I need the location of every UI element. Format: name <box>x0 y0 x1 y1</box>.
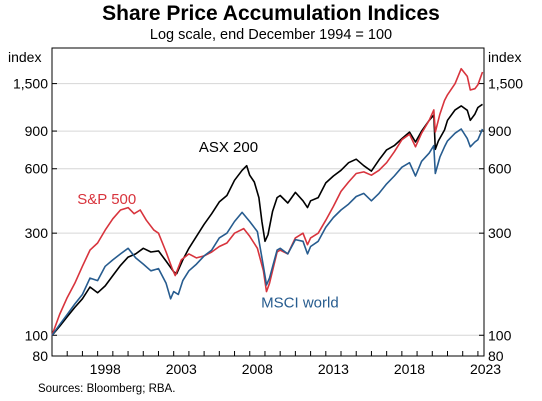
y-tick-label-right: 600 <box>488 161 512 177</box>
y-tick-label-right: 100 <box>488 327 512 343</box>
y-tick-label-left: 900 <box>25 123 49 139</box>
plot-frame <box>51 47 485 357</box>
axes: 80 80 100 100 300 300 600 600 900 900 1,500 1,500 19… <box>13 76 523 377</box>
chart-title: Share Price Accumulation Indices <box>102 2 440 25</box>
y-tick-label-left: 1,500 <box>13 76 48 92</box>
x-tick-label: 2023 <box>470 361 501 377</box>
x-tick-label: 1998 <box>90 361 121 377</box>
y-axis-label-left: index <box>8 49 41 65</box>
x-tick-label: 2008 <box>242 361 273 377</box>
series-label: S&P 500 <box>77 191 136 208</box>
x-tick-label: 2003 <box>166 361 197 377</box>
chart-subtitle: Log scale, end December 1994 = 100 <box>149 27 393 43</box>
series-lines <box>51 67 484 336</box>
y-tick-label-right: 900 <box>488 123 512 139</box>
x-tick-label: 2018 <box>394 361 425 377</box>
series-line-s-p-500 <box>51 67 484 336</box>
y-tick-label-left: 80 <box>32 348 48 364</box>
series-label: ASX 200 <box>199 139 258 156</box>
source-note: Sources: Bloomberg; RBA. <box>38 383 176 395</box>
x-tick-label: 2013 <box>318 361 349 377</box>
series-label: MSCI world <box>261 294 339 311</box>
series-labels: ASX 200 S&P 500 MSCI world <box>77 139 338 312</box>
y-axis-label-right: index <box>488 49 521 65</box>
series-line-msci-world <box>51 128 484 336</box>
series-line-asx-200 <box>51 103 483 336</box>
y-tick-label-right: 300 <box>488 225 512 241</box>
y-tick-label-right: 80 <box>488 348 504 364</box>
y-tick-label-right: 1,500 <box>488 76 523 92</box>
y-tick-label-left: 600 <box>25 161 49 177</box>
y-tick-label-left: 300 <box>25 225 49 241</box>
y-tick-label-left: 100 <box>25 327 49 343</box>
